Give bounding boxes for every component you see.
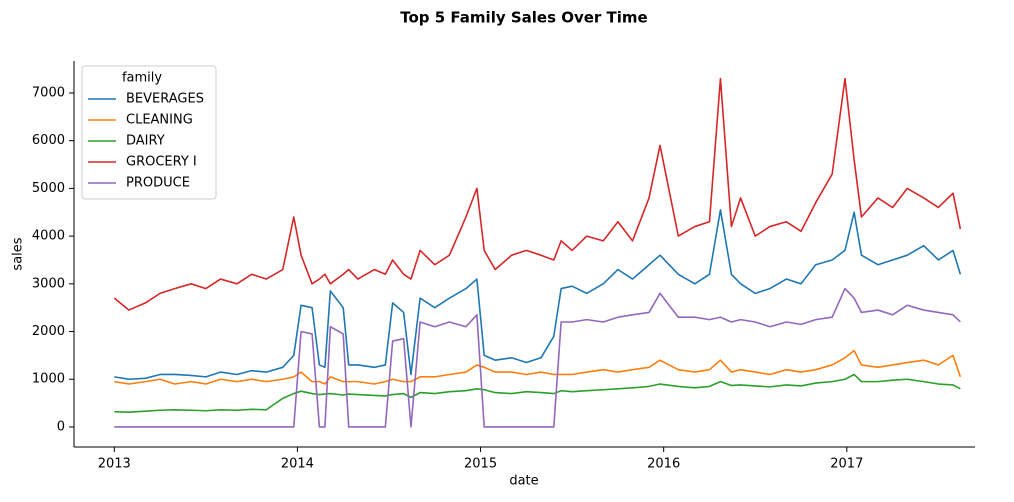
- legend-label: BEVERAGES: [126, 92, 204, 107]
- y-tick-label: 6000: [32, 133, 65, 148]
- legend-label: CLEANING: [126, 113, 193, 128]
- x-tick-label: 2017: [830, 457, 863, 472]
- chart-title: Top 5 Family Sales Over Time: [400, 9, 647, 27]
- y-axis-label: sales: [11, 237, 26, 270]
- y-tick-label: 2000: [32, 324, 65, 339]
- series-line: [114, 209, 962, 381]
- legend-label: DAIRY: [126, 134, 165, 149]
- x-tick-label: 2016: [647, 457, 680, 472]
- y-tick-label: 7000: [32, 85, 65, 100]
- series-line: [113, 77, 962, 311]
- x-tick-label: 2013: [98, 457, 131, 472]
- y-tick-label: 4000: [32, 229, 65, 244]
- legend-label: PRODUCE: [126, 176, 190, 191]
- y-tick-label: 3000: [32, 276, 65, 291]
- y-tick-label: 5000: [32, 181, 65, 196]
- x-tick-label: 2014: [281, 457, 314, 472]
- y-tick-label: 0: [57, 419, 65, 434]
- legend-label: GROCERY I: [126, 155, 197, 170]
- x-tick-label: 2015: [464, 457, 497, 472]
- series-line: [114, 287, 961, 428]
- series-line: [114, 373, 961, 413]
- series-line: [114, 349, 962, 385]
- legend-title: family: [122, 71, 162, 86]
- x-axis-label: date: [509, 474, 538, 489]
- y-tick-label: 1000: [32, 372, 65, 387]
